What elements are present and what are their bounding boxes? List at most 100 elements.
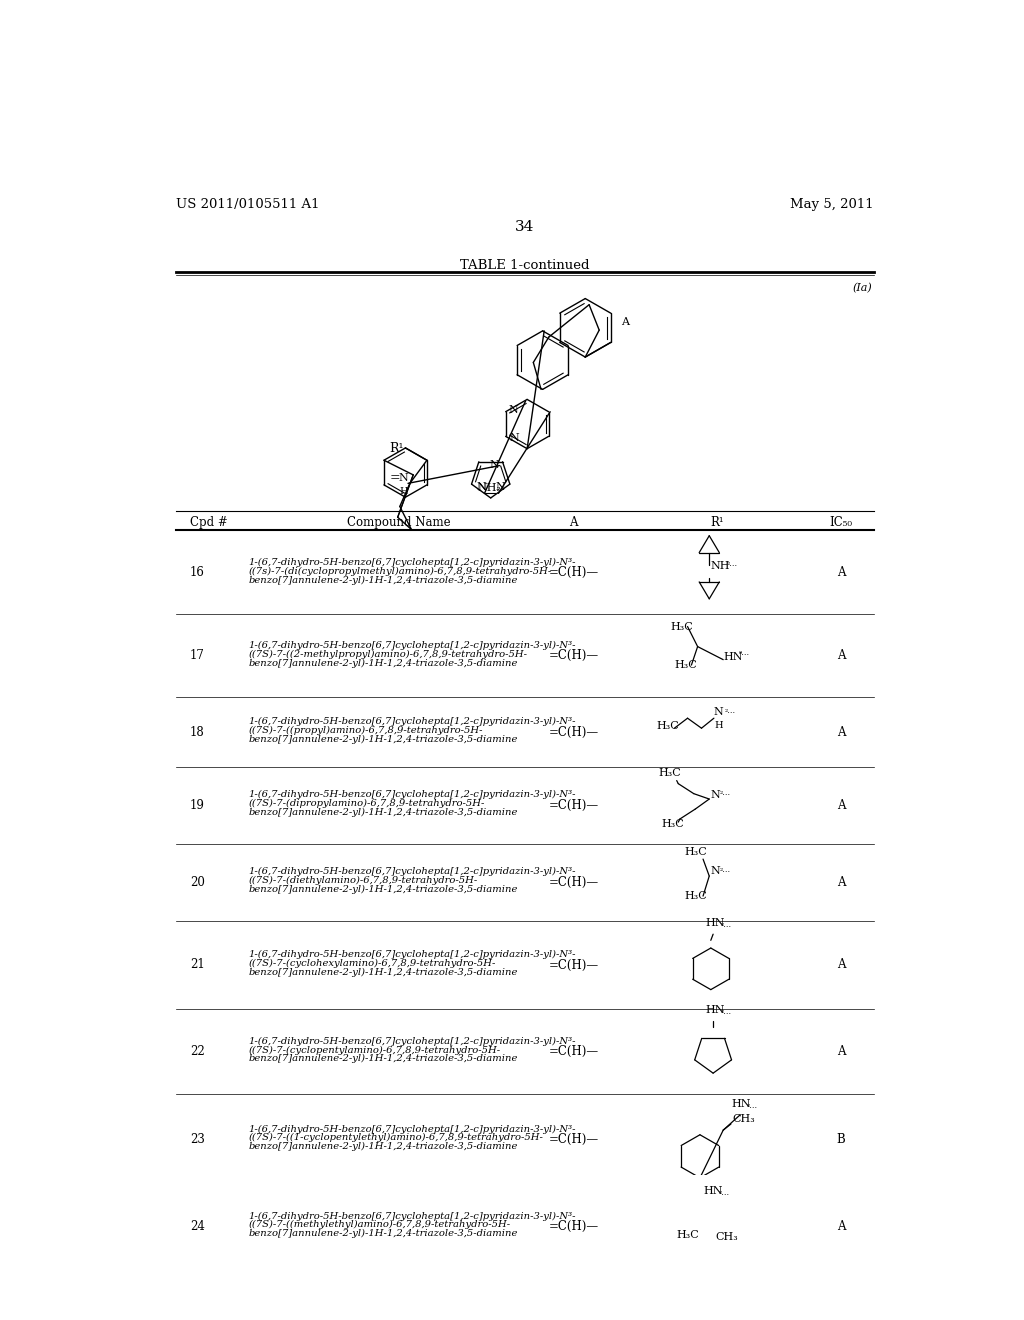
Text: =C(H)—: =C(H)—	[549, 958, 599, 972]
Text: ²···: ²···	[726, 561, 737, 569]
Text: N: N	[496, 482, 505, 492]
Text: N: N	[398, 473, 409, 483]
Text: TABLE 1-continued: TABLE 1-continued	[460, 259, 590, 272]
Text: benzo[7]annulene-2-yl)-1H-1,2,4-triazole-3,5-diamine: benzo[7]annulene-2-yl)-1H-1,2,4-triazole…	[248, 735, 517, 744]
Text: ((7S)-7-(cyclopentylamino)-6,7,8,9-tetrahydro-5H-: ((7S)-7-(cyclopentylamino)-6,7,8,9-tetra…	[248, 1045, 501, 1055]
Text: A: A	[569, 516, 578, 529]
Text: ((7S)-7-(cyclohexylamino)-6,7,8,9-tetrahydro-5H-: ((7S)-7-(cyclohexylamino)-6,7,8,9-tetrah…	[248, 958, 496, 968]
Text: N: N	[508, 405, 518, 416]
Text: N: N	[711, 866, 721, 876]
Text: ²···: ²···	[719, 1189, 730, 1197]
Text: benzo[7]annulene-2-yl)-1H-1,2,4-triazole-3,5-diamine: benzo[7]annulene-2-yl)-1H-1,2,4-triazole…	[248, 968, 517, 977]
Text: =C(H)—: =C(H)—	[549, 1045, 599, 1059]
Text: =C(H)—: =C(H)—	[549, 1133, 599, 1146]
Text: (Ia): (Ia)	[852, 284, 872, 293]
Text: 21: 21	[190, 958, 205, 972]
Text: ²···: ²···	[720, 789, 731, 799]
Text: 1-(6,7-dihydro-5H-benzo[6,7]cyclohepta[1,2-c]pyridazin-3-yl)-N³-: 1-(6,7-dihydro-5H-benzo[6,7]cyclohepta[1…	[248, 867, 575, 876]
Text: benzo[7]annulene-2-yl)-1H-1,2,4-triazole-3,5-diamine: benzo[7]annulene-2-yl)-1H-1,2,4-triazole…	[248, 1055, 517, 1064]
Text: H₃C: H₃C	[671, 622, 693, 631]
Text: ²···: ²···	[725, 708, 736, 715]
Text: HN: HN	[706, 919, 725, 928]
Text: =C(H)—: =C(H)—	[549, 566, 599, 579]
Text: benzo[7]annulene-2-yl)-1H-1,2,4-triazole-3,5-diamine: benzo[7]annulene-2-yl)-1H-1,2,4-triazole…	[248, 808, 517, 817]
Text: 17: 17	[190, 649, 205, 663]
Text: A: A	[621, 317, 629, 326]
Text: A: A	[837, 875, 845, 888]
Text: May 5, 2011: May 5, 2011	[790, 198, 873, 211]
Text: ((7S)-7-((2-methylpropyl)amino)-6,7,8,9-tetrahydro-5H-: ((7S)-7-((2-methylpropyl)amino)-6,7,8,9-…	[248, 649, 527, 659]
Text: H₃C: H₃C	[684, 847, 708, 857]
Text: A: A	[837, 1220, 845, 1233]
Text: 34: 34	[515, 220, 535, 234]
Text: N: N	[477, 482, 486, 492]
Text: CH₃: CH₃	[716, 1233, 738, 1242]
Text: ((7S)-7-((methylethyl)amino)-6,7,8,9-tetrahydro-5H-: ((7S)-7-((methylethyl)amino)-6,7,8,9-tet…	[248, 1220, 510, 1229]
Text: R¹: R¹	[390, 442, 404, 455]
Text: N: N	[510, 433, 519, 444]
Text: HN: HN	[731, 1100, 751, 1109]
Text: =C(H)—: =C(H)—	[549, 875, 599, 888]
Text: 1-(6,7-dihydro-5H-benzo[6,7]cyclohepta[1,2-c]pyridazin-3-yl)-N³-: 1-(6,7-dihydro-5H-benzo[6,7]cyclohepta[1…	[248, 791, 575, 800]
Text: H₃C: H₃C	[675, 660, 697, 671]
Text: R¹: R¹	[711, 516, 724, 529]
Text: H₃C: H₃C	[662, 818, 684, 829]
Text: 1-(6,7-dihydro-5H-benzo[6,7]cyclohepta[1,2-c]pyridazin-3-yl)-N³-: 1-(6,7-dihydro-5H-benzo[6,7]cyclohepta[1…	[248, 558, 575, 566]
Text: =C(H)—: =C(H)—	[549, 726, 599, 739]
Text: NH: NH	[711, 561, 730, 570]
Text: HN: HN	[723, 652, 742, 663]
Text: H₃C: H₃C	[677, 1230, 699, 1239]
Text: ((7s)-7-(di(cyclopropylmethyl)amino)-6,7,8,9-tetrahydro-5H-: ((7s)-7-(di(cyclopropylmethyl)amino)-6,7…	[248, 566, 551, 576]
Text: 20: 20	[190, 875, 205, 888]
Text: =C(H)—: =C(H)—	[549, 799, 599, 812]
Text: ²···: ²···	[720, 867, 731, 875]
Text: 1-(6,7-dihydro-5H-benzo[6,7]cyclohepta[1,2-c]pyridazin-3-yl)-N³-: 1-(6,7-dihydro-5H-benzo[6,7]cyclohepta[1…	[248, 1036, 575, 1045]
Text: IC₅₀: IC₅₀	[829, 516, 853, 529]
Text: =C(H)—: =C(H)—	[549, 1220, 599, 1233]
Text: Cpd #: Cpd #	[190, 516, 227, 529]
Text: 19: 19	[190, 799, 205, 812]
Text: H₃C: H₃C	[684, 891, 708, 902]
Text: 18: 18	[190, 726, 205, 739]
Text: H: H	[399, 487, 409, 496]
Text: N: N	[711, 789, 721, 800]
Text: =C(H)—: =C(H)—	[549, 649, 599, 663]
Text: HN: HN	[706, 1005, 725, 1015]
Text: ((7S)-7-((propyl)amino)-6,7,8,9-tetrahydro-5H-: ((7S)-7-((propyl)amino)-6,7,8,9-tetrahyd…	[248, 726, 482, 735]
Text: 1-(6,7-dihydro-5H-benzo[6,7]cyclohepta[1,2-c]pyridazin-3-yl)-N³-: 1-(6,7-dihydro-5H-benzo[6,7]cyclohepta[1…	[248, 950, 575, 960]
Text: 1-(6,7-dihydro-5H-benzo[6,7]cyclohepta[1,2-c]pyridazin-3-yl)-N³-: 1-(6,7-dihydro-5H-benzo[6,7]cyclohepta[1…	[248, 1212, 575, 1221]
Text: 1-(6,7-dihydro-5H-benzo[6,7]cyclohepta[1,2-c]pyridazin-3-yl)-N³-: 1-(6,7-dihydro-5H-benzo[6,7]cyclohepta[1…	[248, 1125, 575, 1134]
Text: ((7S)-7-((1-cyclopentylethyl)amino)-6,7,8,9-tetrahydro-5H-: ((7S)-7-((1-cyclopentylethyl)amino)-6,7,…	[248, 1134, 543, 1142]
Text: N: N	[713, 708, 723, 717]
Text: ((7S)-7-(dipropylamino)-6,7,8,9-tetrahydro-5H-: ((7S)-7-(dipropylamino)-6,7,8,9-tetrahyd…	[248, 799, 484, 808]
Text: HN: HN	[703, 1187, 723, 1196]
Text: ((7S)-7-(diethylamino)-6,7,8,9-tetrahydro-5H-: ((7S)-7-(diethylamino)-6,7,8,9-tetrahydr…	[248, 876, 477, 886]
Text: N: N	[489, 459, 500, 470]
Text: CH₃: CH₃	[732, 1114, 756, 1125]
Text: 23: 23	[190, 1133, 205, 1146]
Text: benzo[7]annulene-2-yl)-1H-1,2,4-triazole-3,5-diamine: benzo[7]annulene-2-yl)-1H-1,2,4-triazole…	[248, 659, 517, 668]
Text: H₃C: H₃C	[658, 768, 682, 777]
Text: 24: 24	[190, 1220, 205, 1233]
Text: B: B	[837, 1133, 846, 1146]
Text: benzo[7]annulene-2-yl)-1H-1,2,4-triazole-3,5-diamine: benzo[7]annulene-2-yl)-1H-1,2,4-triazole…	[248, 576, 517, 585]
Text: ²···: ²···	[746, 1102, 758, 1110]
Text: 16: 16	[190, 566, 205, 579]
Text: benzo[7]annulene-2-yl)-1H-1,2,4-triazole-3,5-diamine: benzo[7]annulene-2-yl)-1H-1,2,4-triazole…	[248, 884, 517, 894]
Text: 1-(6,7-dihydro-5H-benzo[6,7]cyclohepta[1,2-c]pyridazin-3-yl)-N³-: 1-(6,7-dihydro-5H-benzo[6,7]cyclohepta[1…	[248, 642, 575, 649]
Text: A: A	[837, 566, 845, 579]
Text: ²···: ²···	[721, 921, 732, 931]
Text: 1-(6,7-dihydro-5H-benzo[6,7]cyclohepta[1,2-c]pyridazin-3-yl)-N³-: 1-(6,7-dihydro-5H-benzo[6,7]cyclohepta[1…	[248, 717, 575, 726]
Text: H₃C: H₃C	[656, 721, 679, 731]
Text: A: A	[837, 649, 845, 663]
Text: NH₂: NH₂	[478, 483, 502, 492]
Text: =: =	[389, 471, 400, 484]
Text: Compound Name: Compound Name	[347, 516, 451, 529]
Text: benzo[7]annulene-2-yl)-1H-1,2,4-triazole-3,5-diamine: benzo[7]annulene-2-yl)-1H-1,2,4-triazole…	[248, 1142, 517, 1151]
Text: US 2011/0105511 A1: US 2011/0105511 A1	[176, 198, 319, 211]
Text: A: A	[837, 958, 845, 972]
Text: benzo[7]annulene-2-yl)-1H-1,2,4-triazole-3,5-diamine: benzo[7]annulene-2-yl)-1H-1,2,4-triazole…	[248, 1229, 517, 1238]
Text: H: H	[715, 721, 723, 730]
Text: A: A	[837, 799, 845, 812]
Text: A: A	[837, 1045, 845, 1059]
